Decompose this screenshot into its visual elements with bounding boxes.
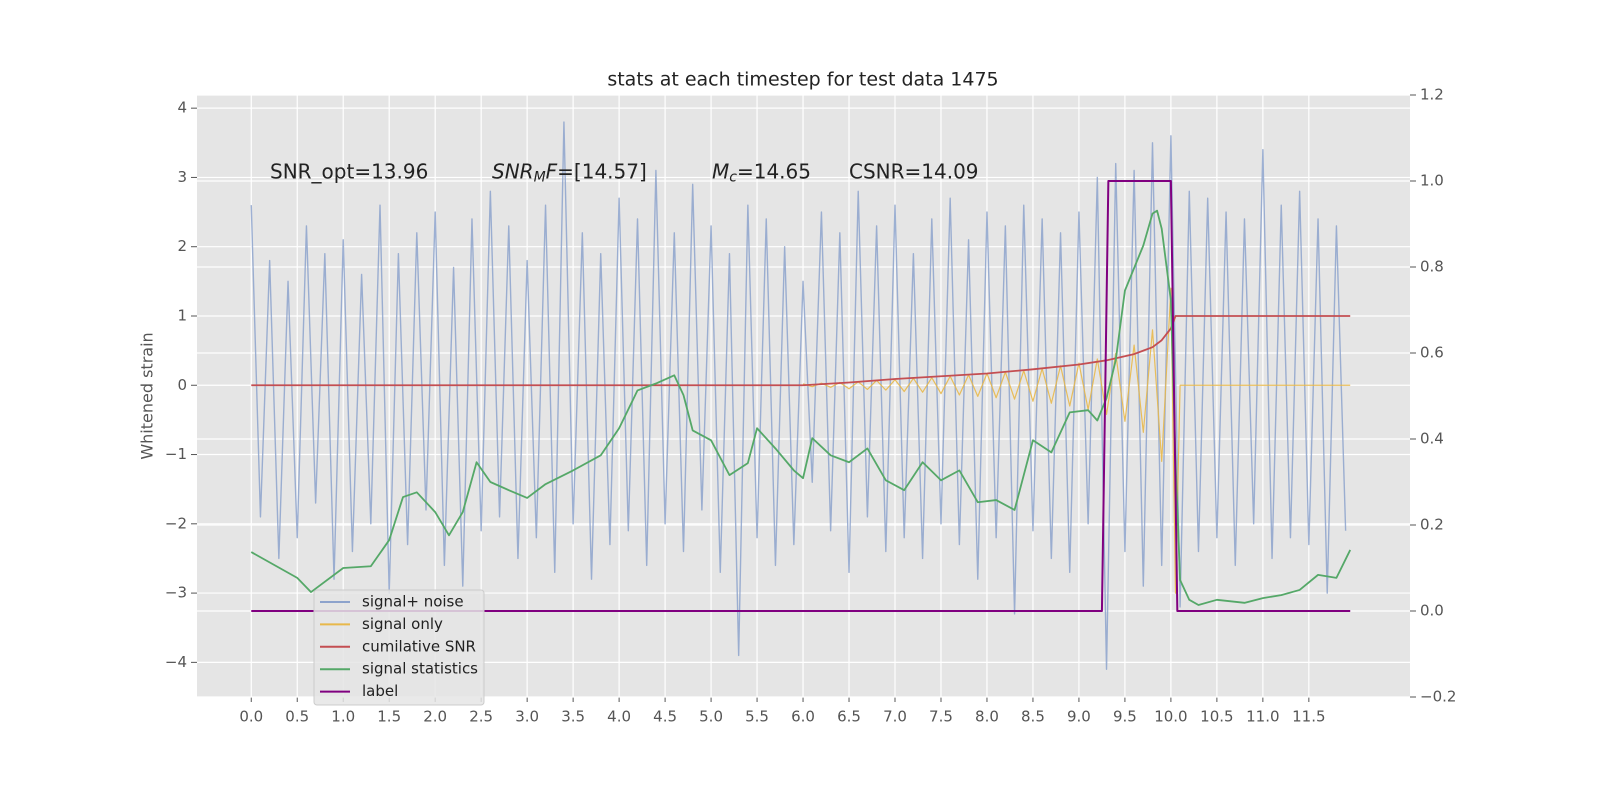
x-tick-label: 6.0 — [791, 708, 815, 726]
y-tick-label: 2 — [177, 237, 187, 255]
annotation-part: M — [534, 169, 546, 185]
x-tick-label: 5.5 — [745, 708, 769, 726]
x-tick-label: 7.0 — [883, 708, 907, 726]
x-tick-label: 9.5 — [1113, 708, 1137, 726]
y-tick-label: −1 — [165, 445, 187, 463]
x-tick-label: 2.0 — [423, 708, 447, 726]
chart-title: stats at each timestep for test data 147… — [607, 69, 998, 91]
x-tick-label: 11.0 — [1246, 708, 1279, 726]
series-line — [251, 315, 1351, 387]
annotation-part: SNR_opt=13.96 — [270, 159, 428, 183]
x-tick-label: 4.0 — [607, 708, 631, 726]
legend-label: cumilative SNR — [362, 637, 476, 655]
y-tick-label: 4 — [177, 99, 187, 117]
y-tick-label: 3 — [177, 168, 187, 186]
y2-tick-label: −0.2 — [1420, 688, 1456, 706]
x-tick-label: 1.0 — [331, 708, 355, 726]
legend-label: label — [362, 682, 398, 700]
y2-tick-label: 1.2 — [1420, 86, 1444, 104]
y2-tick-label: 0.6 — [1420, 344, 1444, 362]
annotation-part: CSNR=14.09 — [849, 159, 979, 183]
annotation-part: M — [712, 159, 729, 183]
x-tick-label: 8.5 — [1021, 708, 1045, 726]
y-tick-label: −3 — [165, 584, 187, 602]
series-line — [802, 287, 1351, 594]
annotation-part: =14.65 — [737, 159, 811, 183]
x-tick-label: 3.0 — [515, 708, 539, 726]
annotation: SNRMF=[14.57] — [492, 159, 647, 186]
y2-tick-label: 0.0 — [1420, 602, 1444, 620]
y-tick-label: −2 — [165, 514, 187, 532]
x-tick-label: 0.0 — [239, 708, 263, 726]
annotation: Mc=14.65 — [712, 159, 811, 186]
legend-label: signal only — [362, 615, 443, 633]
x-tick-label: 3.5 — [561, 708, 585, 726]
x-tick-label: 7.5 — [929, 708, 953, 726]
x-tick-label: 2.5 — [469, 708, 493, 726]
y2-tick-label: 1.0 — [1420, 172, 1444, 190]
y-axis-label: Whitened strain — [138, 332, 157, 459]
x-tick-label: 10.0 — [1154, 708, 1187, 726]
x-tick-label: 9.0 — [1067, 708, 1091, 726]
legend-label: signal statistics — [362, 660, 478, 678]
y-tick-label: −4 — [165, 653, 187, 671]
annotation-part: SNR — [492, 159, 534, 183]
legend-box — [313, 589, 485, 706]
x-tick-label: 6.5 — [837, 708, 861, 726]
y-tick-label: 0 — [177, 376, 187, 394]
annotation-part: F — [546, 159, 558, 183]
x-tick-label: 10.5 — [1200, 708, 1233, 726]
annotation: SNR_opt=13.96 — [270, 159, 428, 183]
annotation-part: c — [729, 169, 737, 185]
x-tick-label: 1.5 — [377, 708, 401, 726]
x-tick-label: 8.0 — [975, 708, 999, 726]
y2-tick-label: 0.8 — [1420, 258, 1444, 276]
legend-label: signal+ noise — [362, 593, 464, 611]
series-line — [250, 121, 1347, 670]
y-tick-label: 1 — [177, 306, 187, 324]
x-tick-label: 5.0 — [699, 708, 723, 726]
annotation-part: =[14.57] — [557, 159, 647, 183]
y2-tick-label: 0.4 — [1420, 430, 1444, 448]
x-tick-label: 11.5 — [1292, 708, 1325, 726]
x-tick-label: 4.5 — [653, 708, 677, 726]
x-tick-label: 0.5 — [285, 708, 309, 726]
y2-tick-label: 0.2 — [1420, 516, 1444, 534]
annotation: CSNR=14.09 — [849, 159, 979, 183]
series-line — [251, 180, 1351, 612]
